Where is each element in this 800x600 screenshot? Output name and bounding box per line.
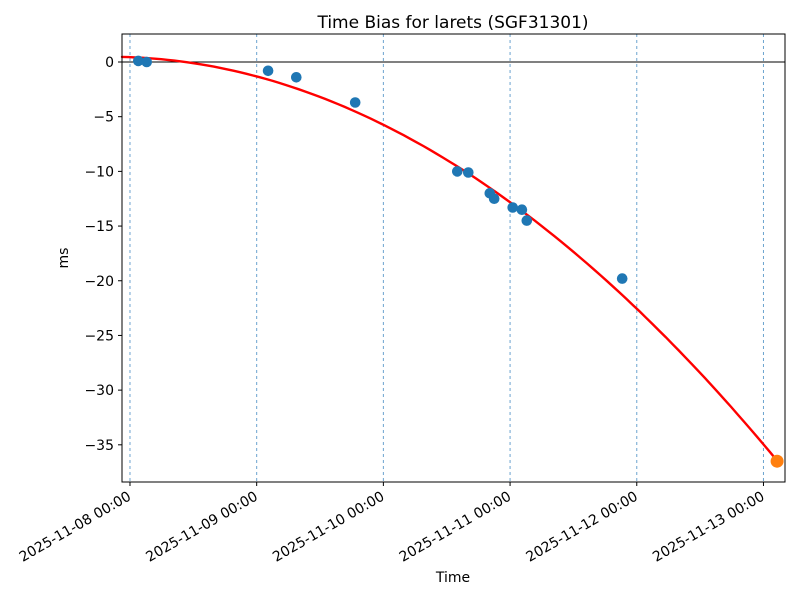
y-tick-label: −30 <box>84 383 114 399</box>
observed-point <box>616 273 628 284</box>
y-tick-labels: 0 −5 −10 −15 −20 −25 −30 −35 <box>84 55 114 454</box>
x-gridlines-layer <box>129 34 764 482</box>
y-tick-label: −20 <box>84 274 114 290</box>
plot-border <box>121 33 786 483</box>
predicted-point <box>770 454 784 468</box>
observed-point <box>516 204 528 215</box>
observed-point <box>463 167 474 178</box>
observed-point <box>521 215 533 226</box>
observed-point <box>133 55 144 67</box>
y-tick-label: −15 <box>84 219 114 235</box>
observed-point <box>141 56 152 68</box>
y-tick-label: 0 <box>105 55 114 71</box>
fit-curve-layer <box>120 55 779 462</box>
y-axis-label: ms <box>56 248 72 269</box>
y-tick-label: −35 <box>84 438 114 454</box>
observed-point <box>452 166 463 177</box>
data-points-layer <box>133 55 784 468</box>
y-tick-label: −25 <box>84 328 114 344</box>
fit-curve-line <box>120 55 779 462</box>
chart-title: Time Bias for larets (SGF31301) <box>316 13 588 33</box>
y-tick-label: −5 <box>93 110 114 126</box>
tick-marks-layer <box>118 61 764 486</box>
observed-point <box>507 202 518 213</box>
observed-point <box>349 97 361 108</box>
observed-point <box>291 72 302 83</box>
observed-point <box>262 65 274 77</box>
x-axis-label: Time <box>435 570 470 586</box>
observed-point <box>488 193 500 204</box>
y-tick-label: −10 <box>84 164 114 180</box>
